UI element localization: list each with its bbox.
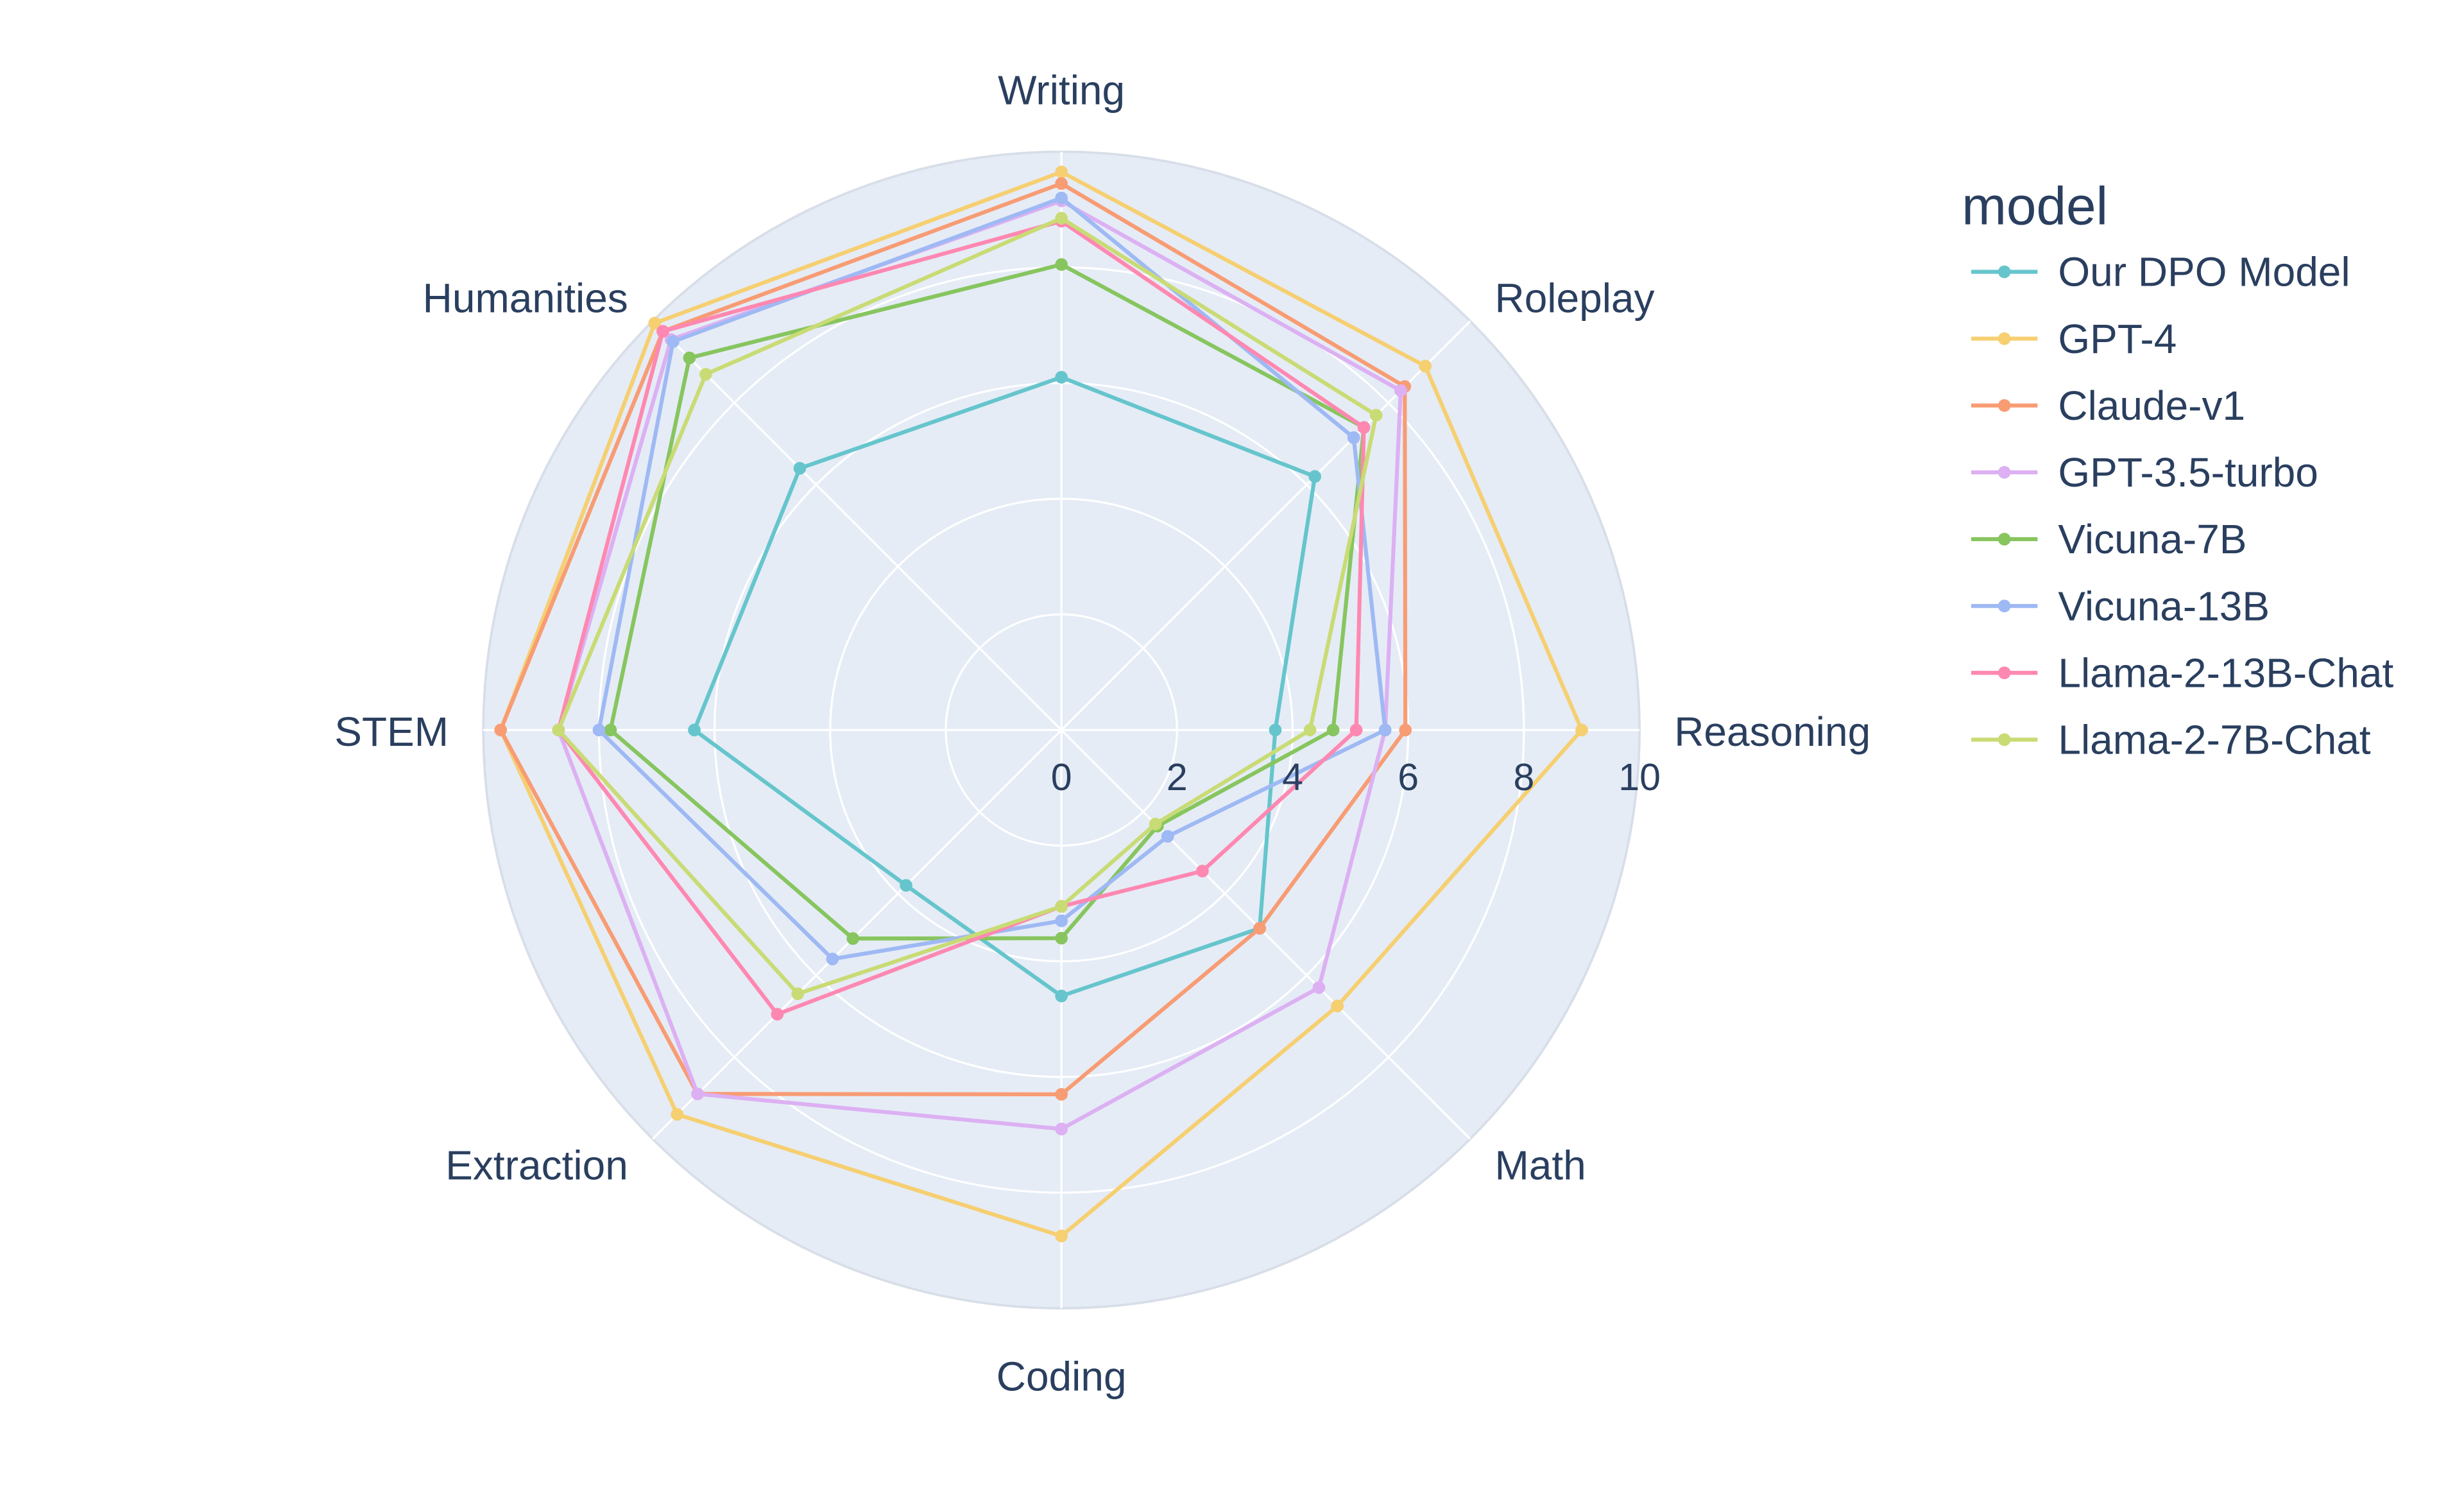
- data-point: [1419, 359, 1432, 373]
- data-point: [1055, 191, 1068, 205]
- data-point: [667, 335, 680, 348]
- radial-tick-label: 6: [1398, 756, 1419, 798]
- legend-label: GPT-3.5-turbo: [2058, 449, 2318, 496]
- data-point: [1055, 370, 1068, 384]
- data-point: [1331, 999, 1344, 1013]
- data-point: [1055, 1123, 1068, 1135]
- angular-gridline: [1061, 729, 1471, 1140]
- legend-swatch-marker: [1998, 533, 2011, 546]
- data-point: [688, 723, 701, 737]
- data-point: [494, 723, 508, 737]
- data-point: [1399, 723, 1412, 737]
- category-label: Humanities: [423, 275, 628, 322]
- data-point: [1357, 421, 1371, 434]
- legend-item[interactable]: Vicuna-7B: [1971, 516, 2247, 562]
- category-label: Writing: [998, 67, 1125, 114]
- legend-item[interactable]: Llama-2-13B-Chat: [1971, 650, 2394, 696]
- legend: model Our DPO Model GPT-4 Claude-v1 GPT-3.5-…: [1962, 176, 2393, 763]
- data-point: [1149, 818, 1162, 831]
- data-point: [846, 932, 860, 945]
- category-label: Coding: [997, 1353, 1127, 1399]
- legend-item[interactable]: Vicuna-13B: [1971, 583, 2270, 629]
- data-point: [1055, 258, 1068, 271]
- series-llama-2-7b-chat: [552, 212, 1383, 1001]
- data-point: [791, 987, 805, 1001]
- radial-tick-label: 10: [1618, 756, 1661, 798]
- angular-gridline: [651, 320, 1063, 731]
- series-claude-v1: [494, 177, 1412, 1101]
- data-point: [656, 325, 669, 338]
- legend-item[interactable]: Claude-v1: [1971, 383, 2245, 429]
- data-point: [683, 351, 696, 365]
- data-point: [1269, 723, 1282, 737]
- legend-item[interactable]: GPT-3.5-turbo: [1971, 449, 2318, 496]
- data-point: [1253, 922, 1266, 935]
- data-point: [771, 1008, 784, 1021]
- legend-label: Llama-2-13B-Chat: [2058, 650, 2393, 696]
- legend-swatch-marker: [1998, 733, 2011, 746]
- category-label: Roleplay: [1494, 275, 1654, 322]
- legend-swatch-marker: [1998, 466, 2011, 479]
- data-point: [1349, 723, 1363, 737]
- data-point: [1394, 384, 1407, 397]
- legend-item[interactable]: Llama-2-7B-Chat: [1971, 717, 2371, 763]
- radial-tick-label: 8: [1513, 756, 1534, 798]
- radial-tick-label: 0: [1051, 756, 1072, 798]
- legend-swatch-marker: [1998, 599, 2011, 612]
- legend-swatch-marker: [1998, 666, 2011, 680]
- data-point: [1055, 914, 1068, 927]
- legend-label: Claude-v1: [2058, 383, 2245, 429]
- category-label: STEM: [334, 709, 449, 755]
- category-label: Math: [1494, 1142, 1586, 1188]
- data-point: [1196, 865, 1209, 877]
- data-point: [1575, 723, 1588, 737]
- data-point: [1303, 723, 1317, 737]
- data-point: [900, 879, 912, 892]
- data-point: [648, 316, 662, 330]
- data-point: [1161, 830, 1174, 843]
- data-point: [1326, 723, 1340, 737]
- data-point: [1312, 981, 1326, 994]
- radial-tick-label: 2: [1167, 756, 1188, 798]
- data-point: [699, 368, 712, 381]
- data-point: [1055, 166, 1068, 178]
- legend-item[interactable]: Our DPO Model: [1971, 249, 2350, 295]
- data-point: [826, 953, 839, 965]
- data-point: [691, 1087, 705, 1101]
- data-point: [793, 461, 807, 475]
- series-gpt-4: [494, 166, 1588, 1243]
- series-vicuna-13b: [592, 191, 1392, 965]
- legend-label: Vicuna-13B: [2058, 583, 2270, 629]
- legend-swatch-marker: [1998, 265, 2011, 279]
- legend-swatch-marker: [1998, 399, 2011, 412]
- data-point: [1369, 408, 1383, 422]
- legend-label: Vicuna-7B: [2058, 516, 2246, 562]
- data-point: [604, 723, 617, 737]
- data-point: [1378, 723, 1392, 737]
- category-label: Extraction: [445, 1142, 628, 1188]
- data-point: [552, 723, 565, 737]
- data-point: [1055, 212, 1068, 225]
- legend-label: Llama-2-7B-Chat: [2058, 717, 2371, 763]
- data-point: [1055, 931, 1068, 945]
- radial-tick-label: 4: [1282, 756, 1303, 798]
- data-point: [592, 723, 606, 737]
- data-point: [671, 1108, 684, 1121]
- data-point: [1308, 470, 1321, 483]
- legend-item[interactable]: GPT-4: [1971, 316, 2177, 362]
- legend-swatch-marker: [1998, 332, 2011, 345]
- data-point: [1347, 431, 1360, 444]
- data-point: [1055, 1229, 1068, 1243]
- legend-label: GPT-4: [2058, 316, 2177, 362]
- legend-title: model: [1962, 176, 2108, 236]
- data-point: [1055, 177, 1068, 190]
- data-point: [1055, 900, 1068, 913]
- category-label: Reasoning: [1674, 709, 1870, 755]
- legend-label: Our DPO Model: [2058, 249, 2350, 295]
- data-point: [1055, 989, 1068, 1003]
- data-point: [1055, 1088, 1068, 1101]
